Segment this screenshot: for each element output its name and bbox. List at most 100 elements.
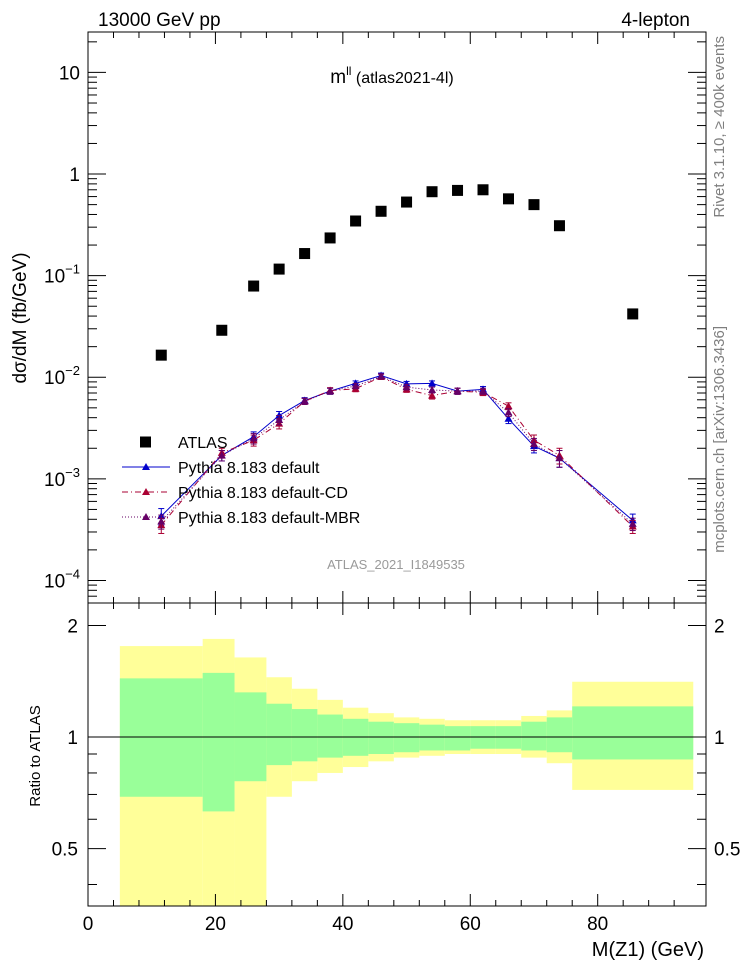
atlas-data-point (528, 199, 540, 211)
ratio-y-tick-label: 2 (67, 616, 78, 637)
stat-band-bin (317, 714, 343, 758)
mc-data-point (428, 385, 437, 393)
x-tick-label: 0 (83, 914, 94, 935)
header-right: 4-lepton (621, 10, 690, 31)
y-tick-label-base: 10 (44, 267, 65, 288)
atlas-data-point (426, 186, 438, 198)
ratio-x-axis: 0 20 40 60 80 (83, 603, 675, 935)
x-tick-label: 60 (460, 914, 481, 935)
y-tick-label-exponent: −3 (65, 465, 80, 480)
ratio-y-tick-label-right: 2 (714, 616, 725, 637)
ratio-y-tick-label: 0.5 (52, 840, 78, 861)
plot-title: mll (atlas2021-4l) (330, 64, 453, 88)
ratio-y-tick-label-right: 1 (714, 728, 725, 749)
mc-data-point (217, 451, 226, 459)
legend: ATLAS Pythia 8.183 default Pythia 8.183 de… (122, 435, 360, 527)
ratio-y-tick-label: 1 (67, 728, 78, 749)
y-tick-label: 10 (59, 63, 80, 84)
ratio-panel: 0.5 0.5 1 1 2 2 0 20 40 60 80 Ratio to ATLAS M(Z1… (27, 602, 740, 961)
mc-data-point (402, 383, 411, 391)
stat-band-bin (393, 723, 420, 753)
plot-title-sup: ll (346, 64, 351, 78)
mc-data-point (428, 379, 437, 387)
legend-label: ATLAS (178, 435, 228, 452)
stat-band-bin (266, 703, 292, 766)
atlas-data-point (502, 193, 514, 205)
y-tick-label-exponent: −4 (65, 566, 80, 581)
atlas-data-point (401, 196, 413, 208)
stat-band-bin (521, 721, 547, 751)
mc-data-point (428, 391, 437, 399)
y-tick-label: 10−1 (44, 262, 80, 288)
main-ylabel: dσ/dM (fb/GeV) (10, 252, 31, 383)
stat-band-bin (202, 672, 235, 812)
mc-data-point (157, 517, 166, 525)
ratio-y-axis: 0.5 0.5 1 1 2 2 (52, 616, 740, 886)
mc-data-point (628, 519, 637, 527)
stat-band-bin (119, 678, 203, 797)
x-tick-label: 40 (332, 914, 353, 935)
atlas-data-point (627, 308, 639, 320)
legend-marker (142, 463, 150, 470)
mc-data-point (377, 372, 386, 380)
atlas-data-point (299, 248, 311, 260)
y-tick-label: 10−3 (44, 465, 80, 491)
series-line-2 (160, 376, 634, 527)
y-tick-label-exponent: −1 (65, 262, 80, 277)
mc-data-point (479, 387, 488, 395)
stat-band-bin (572, 706, 694, 760)
uncertainty-bands (119, 638, 694, 906)
legend-marker (140, 436, 151, 448)
y-tick-label: 10−4 (44, 566, 80, 592)
series-line-3 (160, 375, 634, 525)
x-tick-label: 80 (587, 914, 608, 935)
atlas-data-point (452, 184, 464, 196)
mc-data-point (249, 434, 258, 442)
mc-data-point (351, 382, 360, 390)
y-tick-label-base: 10 (59, 63, 80, 84)
legend-marker (142, 488, 150, 495)
stat-band-bin (291, 709, 318, 762)
series-layer (155, 184, 639, 534)
atlas-data-point (273, 263, 285, 275)
mc-data-point (453, 387, 462, 395)
x-tick-label: 20 (205, 914, 226, 935)
header-left: 13000 GeV pp (98, 10, 221, 31)
stat-band-bin (444, 726, 471, 751)
y-tick-label-base: 10 (44, 571, 65, 592)
legend-label: Pythia 8.183 default-MBR (178, 510, 360, 527)
y-tick-label-base: 10 (44, 470, 65, 491)
y-tick-label-base: 1 (69, 165, 80, 186)
main-x-ticks (87, 32, 675, 603)
mc-data-point (529, 440, 538, 448)
atlas-data-point (375, 205, 387, 217)
ratio-y-tick-label-right: 0.5 (714, 840, 740, 861)
ratio-ylabel: Ratio to ATLAS (27, 705, 44, 806)
rivet-label: Rivet 3.1.10, ≥ 400k events (711, 36, 728, 218)
legend-label: Pythia 8.183 default-CD (178, 485, 348, 502)
mc-data-point (504, 402, 513, 410)
atlas-data-point (553, 220, 565, 232)
series-line-1 (160, 374, 634, 521)
atlas-data-point (477, 184, 489, 196)
y-tick-label: 1 (69, 165, 80, 186)
legend-label: Pythia 8.183 default (178, 460, 320, 477)
stat-band-bin (546, 717, 573, 753)
mc-data-point (300, 397, 309, 405)
plot-title-rest: (atlas2021-4l) (351, 70, 453, 87)
mc-data-point (504, 414, 513, 422)
mc-data-point (275, 415, 284, 423)
y-tick-label-exponent: −2 (65, 363, 80, 378)
x-axis-label: M(Z1) (GeV) (592, 939, 704, 961)
mcplots-label: mcplots.cern.ch [arXiv:1306.3436] (711, 326, 728, 553)
atlas-data-point (324, 232, 336, 244)
mc-data-point (326, 387, 335, 395)
stat-band-bin (368, 721, 394, 755)
mc-data-point (504, 408, 513, 416)
legend-marker (142, 513, 150, 520)
stat-band-bin (419, 724, 445, 751)
mc-data-point (555, 454, 564, 462)
plot-title-main: m (330, 67, 346, 88)
